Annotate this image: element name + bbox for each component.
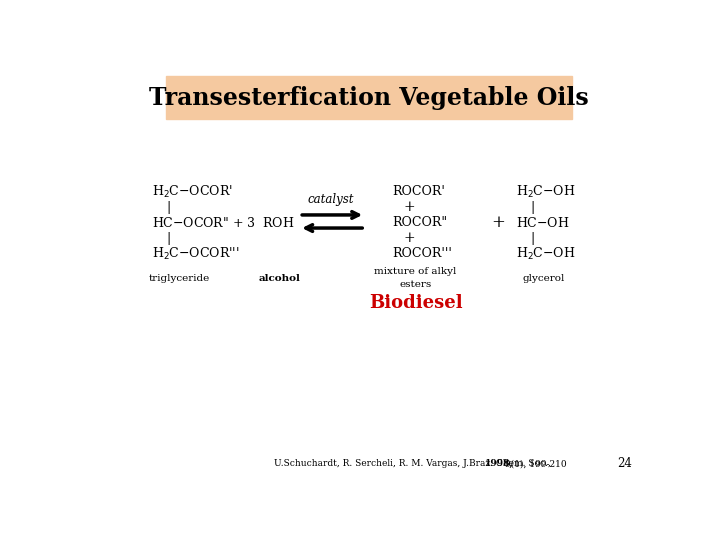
Text: H$_2$C$-$OH: H$_2$C$-$OH bbox=[516, 245, 576, 261]
Text: HC$-$OCOR" + 3  ROH: HC$-$OCOR" + 3 ROH bbox=[152, 215, 294, 230]
Text: |: | bbox=[530, 232, 534, 245]
Text: ROCOR''': ROCOR''' bbox=[392, 247, 452, 260]
FancyBboxPatch shape bbox=[166, 76, 572, 119]
Text: +: + bbox=[404, 200, 415, 214]
Text: glycerol: glycerol bbox=[522, 274, 564, 282]
Text: Transesterfication Vegetable Oils: Transesterfication Vegetable Oils bbox=[149, 86, 589, 110]
Text: H$_2$C$-$OCOR''': H$_2$C$-$OCOR''' bbox=[152, 245, 240, 261]
Text: esters: esters bbox=[400, 280, 431, 289]
Text: 1998,: 1998, bbox=[485, 459, 514, 468]
Text: ROCOR": ROCOR" bbox=[392, 216, 447, 229]
Text: U.Schuchardt, R. Sercheli, R. M. Vargas, J.Braz. Chem. Soc.,: U.Schuchardt, R. Sercheli, R. M. Vargas,… bbox=[274, 459, 554, 468]
Text: HC$-$OH: HC$-$OH bbox=[516, 215, 570, 230]
Text: ROCOR': ROCOR' bbox=[392, 185, 445, 198]
Text: |: | bbox=[530, 201, 534, 214]
Text: H$_2$C$-$OH: H$_2$C$-$OH bbox=[516, 184, 576, 200]
Text: +: + bbox=[404, 231, 415, 245]
Text: +: + bbox=[492, 214, 505, 231]
Text: triglyceride: triglyceride bbox=[148, 274, 210, 282]
Text: catalyst: catalyst bbox=[307, 193, 354, 206]
Text: |: | bbox=[166, 201, 170, 214]
Text: |: | bbox=[166, 232, 170, 245]
Text: 24: 24 bbox=[618, 457, 632, 470]
Text: 9(1), 199-210: 9(1), 199-210 bbox=[503, 459, 567, 468]
Text: H$_2$C$-$OCOR': H$_2$C$-$OCOR' bbox=[152, 184, 233, 200]
Text: mixture of alkyl: mixture of alkyl bbox=[374, 267, 456, 276]
Text: alcohol: alcohol bbox=[259, 274, 301, 282]
Text: Biodiesel: Biodiesel bbox=[369, 294, 462, 313]
